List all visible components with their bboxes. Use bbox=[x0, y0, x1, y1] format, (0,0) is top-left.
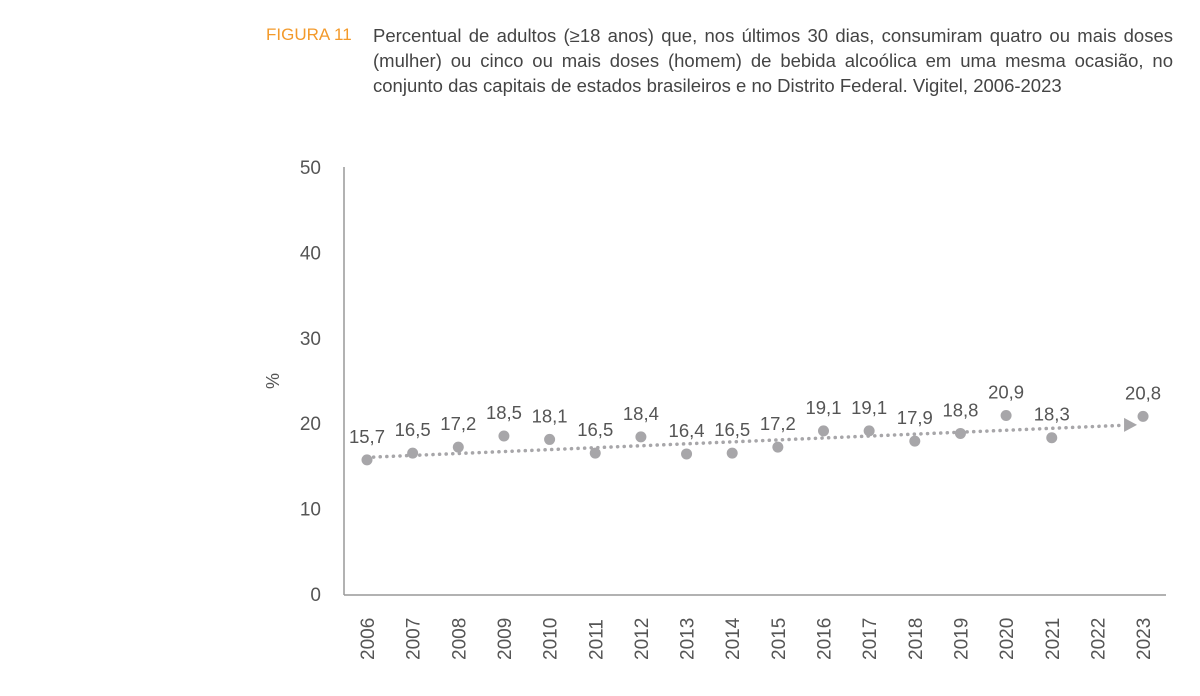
data-point bbox=[498, 430, 510, 442]
x-tick-label: 2006 bbox=[358, 618, 379, 660]
y-tick-label: 30 bbox=[300, 329, 321, 350]
data-point bbox=[407, 447, 419, 459]
data-label: 15,7 bbox=[349, 426, 385, 447]
data-point bbox=[1000, 410, 1012, 422]
figure-label: FIGURA 11 bbox=[266, 25, 352, 44]
data-label: 20,9 bbox=[988, 382, 1024, 403]
data-label: 18,3 bbox=[1034, 404, 1070, 425]
data-point bbox=[589, 447, 601, 459]
x-tick-label: 2013 bbox=[678, 618, 699, 660]
x-tick-label: 2023 bbox=[1134, 618, 1155, 660]
x-tick-label: 2019 bbox=[951, 618, 972, 660]
data-point bbox=[954, 427, 966, 439]
x-tick-label: 2017 bbox=[860, 618, 881, 660]
data-label: 18,5 bbox=[486, 402, 522, 423]
x-tick-label: 2011 bbox=[586, 619, 607, 660]
data-point bbox=[726, 447, 738, 459]
data-label: 16,5 bbox=[714, 419, 750, 440]
data-point bbox=[818, 425, 829, 437]
data-point bbox=[1137, 410, 1149, 422]
data-label: 16,4 bbox=[669, 420, 705, 441]
y-tick-label: 50 bbox=[300, 158, 321, 179]
x-tick-label: 2007 bbox=[404, 618, 425, 660]
data-label: 18,1 bbox=[532, 405, 568, 426]
data-label: 19,1 bbox=[851, 397, 887, 418]
data-point bbox=[452, 441, 464, 453]
y-axis-label: % bbox=[263, 373, 283, 389]
x-tick-label: 2016 bbox=[815, 618, 836, 660]
data-label: 18,8 bbox=[942, 399, 978, 420]
data-point bbox=[544, 433, 556, 445]
x-tick-label: 2012 bbox=[632, 618, 653, 660]
data-point bbox=[863, 425, 875, 437]
x-tick-label: 2008 bbox=[449, 618, 470, 660]
data-label: 16,5 bbox=[577, 419, 613, 440]
trend-line bbox=[365, 423, 1127, 460]
x-tick-label: 2022 bbox=[1088, 618, 1109, 660]
trend-arrow-icon bbox=[1124, 417, 1138, 432]
x-tick-label: 2021 bbox=[1043, 618, 1064, 660]
data-point bbox=[681, 448, 693, 460]
data-label: 17,2 bbox=[440, 413, 476, 434]
data-point bbox=[909, 435, 921, 447]
data-point bbox=[772, 441, 784, 453]
y-tick-label: 0 bbox=[310, 585, 321, 606]
x-tick-label: 2020 bbox=[997, 618, 1018, 660]
y-tick-label: 40 bbox=[300, 243, 321, 264]
x-tick-label: 2015 bbox=[769, 618, 790, 660]
x-tick-label: 2010 bbox=[541, 618, 562, 660]
data-label: 19,1 bbox=[805, 397, 841, 418]
data-point bbox=[1046, 432, 1058, 444]
y-tick-label: 10 bbox=[300, 500, 321, 521]
data-label: 17,9 bbox=[897, 407, 933, 428]
x-tick-label: 2009 bbox=[495, 618, 516, 660]
figure-title: Percentual de adultos (≥18 anos) que, no… bbox=[373, 25, 1173, 96]
y-tick-label: 20 bbox=[300, 414, 321, 435]
data-label: 17,2 bbox=[760, 413, 796, 434]
data-label: 18,4 bbox=[623, 403, 659, 424]
data-point bbox=[635, 431, 647, 443]
data-label: 16,5 bbox=[395, 419, 431, 440]
x-tick-label: 2014 bbox=[723, 617, 744, 660]
x-tick-label: 2018 bbox=[906, 618, 927, 660]
data-point bbox=[361, 454, 373, 466]
data-label: 20,8 bbox=[1125, 382, 1161, 403]
